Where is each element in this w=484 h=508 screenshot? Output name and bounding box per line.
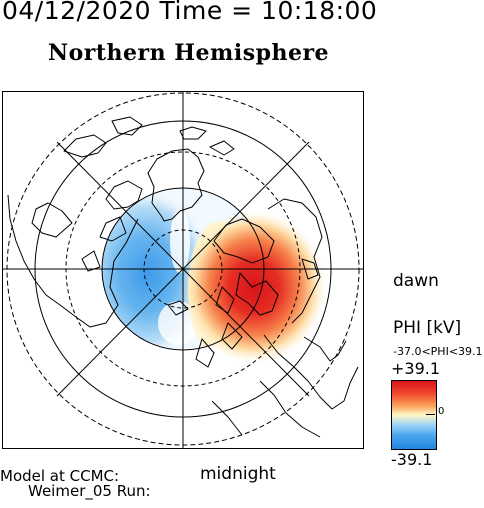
- hemisphere-title: Northern Hemisphere: [48, 40, 330, 66]
- colorbar-range: -37.0<PHI<39.1: [393, 345, 483, 358]
- colorbar-title: PHI [kV]: [393, 318, 462, 338]
- colorbar-zero-label: 0: [438, 406, 445, 417]
- date-time-title: 04/12/2020 Time = 10:18:00: [2, 0, 378, 25]
- polar-potential-map: [2, 91, 364, 449]
- coastlines: [7, 116, 359, 438]
- colorbar-max-label: +39.1: [391, 359, 441, 378]
- colorbar-zero-tick: [426, 414, 435, 415]
- model-label-line2: Weimer_05 Run:: [28, 482, 151, 500]
- model-label-line1: Model at CCMC:: [0, 467, 120, 485]
- colorbar: [391, 380, 437, 450]
- dawn-label: dawn: [393, 271, 439, 291]
- midnight-label: midnight: [200, 464, 276, 484]
- colorbar-min-label: -39.1: [391, 450, 433, 469]
- pole-marker: [181, 267, 185, 271]
